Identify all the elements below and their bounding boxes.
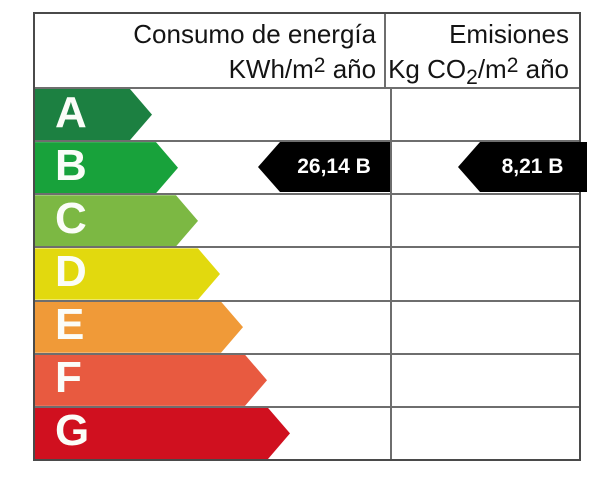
rating-band-d: D <box>35 248 220 299</box>
rating-band-a: A <box>35 89 152 140</box>
emissions-cell <box>390 89 579 141</box>
rating-row-e: E <box>35 299 579 353</box>
rating-row-c: C <box>35 193 579 247</box>
consumption-header: Consumo de energía KWh/m2 año <box>35 14 384 87</box>
rating-letter: E <box>55 300 85 350</box>
emissions-cell <box>390 248 579 300</box>
rating-letter: A <box>55 87 87 137</box>
rating-letter: B <box>55 140 87 190</box>
rating-letter: G <box>55 406 90 456</box>
emissions-header: Emisiones Kg CO2/m2 año <box>384 14 579 89</box>
emissions-cell <box>390 142 579 194</box>
emissions-cell <box>390 407 579 459</box>
emissions-rating-marker: 8,21 B <box>458 142 587 192</box>
consumption-cell: E <box>35 302 390 353</box>
rating-rows: A B C D <box>35 87 579 459</box>
consumption-cell: C <box>35 195 390 246</box>
rating-letter: C <box>55 193 87 243</box>
emissions-title: Emisiones <box>449 19 569 49</box>
superscript-2: 2 <box>506 54 519 77</box>
rating-letter: D <box>55 246 87 296</box>
consumption-cell: B <box>35 142 390 193</box>
rating-row-d: D <box>35 246 579 300</box>
emissions-unit: Kg CO2/m2 año <box>388 54 569 89</box>
consumption-cell: D <box>35 248 390 299</box>
consumption-title: Consumo de energía <box>133 19 377 49</box>
rating-band-f: F <box>35 355 267 406</box>
emissions-cell <box>390 195 579 247</box>
rating-band-g: G <box>35 408 290 459</box>
rating-row-g: G <box>35 405 579 459</box>
emissions-cell <box>390 354 579 406</box>
rating-table: Consumo de energía KWh/m2 año Emisiones … <box>33 12 587 461</box>
consumption-unit: KWh/m2 año <box>228 54 377 84</box>
emissions-cell <box>390 301 579 353</box>
superscript-2: 2 <box>313 54 326 77</box>
rating-row-a: A <box>35 87 579 141</box>
consumption-rating-marker: 26,14 B <box>258 142 390 192</box>
consumption-cell: A <box>35 89 390 140</box>
rating-band-b: B <box>35 142 178 193</box>
consumption-cell: F <box>35 355 390 406</box>
rating-letter: F <box>55 353 82 403</box>
rating-band-e: E <box>35 302 243 353</box>
consumption-cell: G <box>35 408 390 459</box>
table-header: Consumo de energía KWh/m2 año Emisiones … <box>35 14 579 89</box>
rating-band-c: C <box>35 195 198 246</box>
rating-row-f: F <box>35 352 579 406</box>
rating-row-b: B <box>35 140 579 194</box>
subscript-2: 2 <box>466 66 478 89</box>
